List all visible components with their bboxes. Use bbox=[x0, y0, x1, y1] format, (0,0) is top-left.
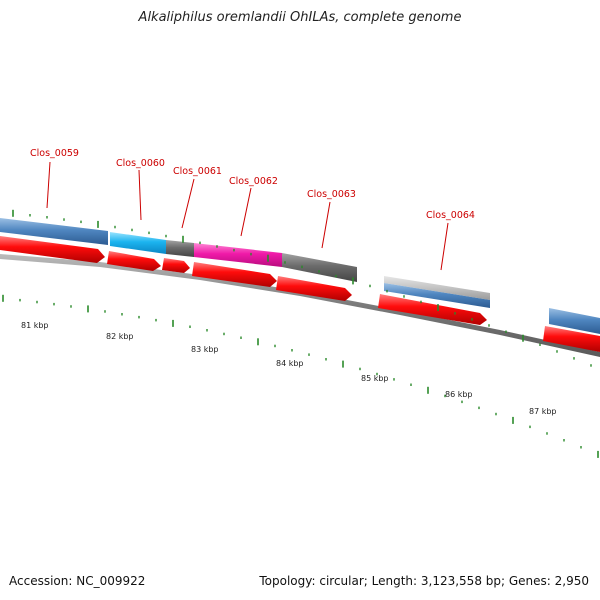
feature-box-clos0064-upper bbox=[384, 276, 490, 300]
gene-label-clos0061[interactable]: Clos_0061 bbox=[173, 166, 222, 177]
kbp-label: 87 kbp bbox=[529, 407, 557, 416]
feature-box-clos0062 bbox=[194, 243, 282, 267]
cds-arrow bbox=[543, 326, 600, 352]
cds-arrow bbox=[192, 262, 277, 287]
kbp-label: 86 kbp bbox=[445, 390, 473, 399]
leader-line bbox=[321, 201, 331, 249]
kbp-labels: 81 kbp 82 kbp 83 kbp 84 kbp 85 kbp 86 kb… bbox=[21, 321, 557, 416]
leader-line bbox=[46, 161, 51, 209]
cds-arrow bbox=[0, 236, 105, 263]
leader-line bbox=[440, 222, 449, 271]
cds-arrow bbox=[378, 294, 487, 325]
leader-line bbox=[240, 187, 252, 237]
gene-label-clos0062[interactable]: Clos_0062 bbox=[229, 176, 278, 187]
feature-box-next bbox=[549, 308, 600, 334]
feature-track bbox=[0, 218, 600, 334]
map-title: Alkaliphilus oremlandii OhILAs, complete… bbox=[138, 10, 462, 25]
tick-row-lower bbox=[2, 294, 599, 458]
tick-row-upper bbox=[12, 209, 592, 367]
genome-summary: Topology: circular; Length: 3,123,558 bp… bbox=[259, 574, 589, 588]
gene-label-clos0060[interactable]: Clos_0060 bbox=[116, 158, 165, 169]
kbp-label: 85 kbp bbox=[361, 374, 389, 383]
gene-labels: Clos_0059 Clos_0060 Clos_0061 Clos_0062 … bbox=[30, 148, 475, 221]
kbp-label: 84 kbp bbox=[276, 359, 304, 368]
feature-box-clos0061 bbox=[166, 240, 194, 257]
gene-label-clos0059[interactable]: Clos_0059 bbox=[30, 148, 79, 159]
cds-arrow bbox=[276, 276, 352, 301]
kbp-label: 82 kbp bbox=[106, 332, 134, 341]
kbp-label: 81 kbp bbox=[21, 321, 49, 330]
feature-box-clos0060 bbox=[110, 232, 166, 254]
kbp-label: 83 kbp bbox=[191, 345, 219, 354]
feature-box-clos0059 bbox=[0, 218, 108, 245]
feature-box-clos0063 bbox=[282, 253, 357, 282]
feature-box-clos0064-lower bbox=[384, 283, 490, 308]
label-leaders bbox=[46, 161, 449, 271]
gene-label-clos0064[interactable]: Clos_0064 bbox=[426, 210, 475, 221]
leader-line bbox=[138, 169, 142, 221]
accession-label: Accession: NC_009922 bbox=[9, 574, 146, 588]
cds-arrow bbox=[107, 251, 161, 271]
cds-track bbox=[0, 236, 600, 352]
leader-line bbox=[181, 178, 195, 229]
cds-arrow bbox=[162, 258, 190, 273]
gene-label-clos0063[interactable]: Clos_0063 bbox=[307, 189, 356, 200]
